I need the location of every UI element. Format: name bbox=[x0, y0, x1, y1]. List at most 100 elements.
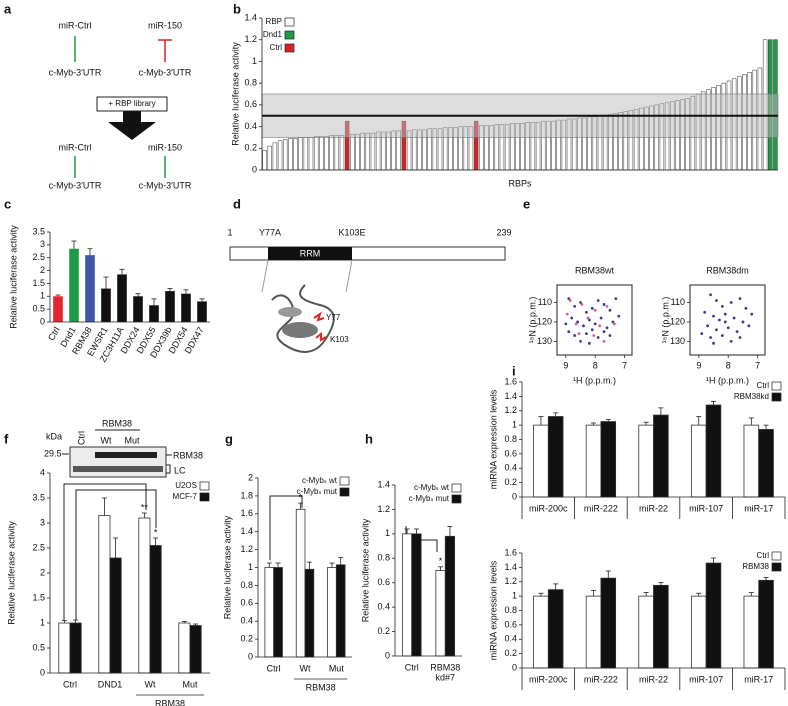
panel-label: e bbox=[523, 196, 530, 211]
bar bbox=[547, 589, 564, 669]
bar bbox=[653, 584, 669, 669]
peak bbox=[709, 336, 712, 339]
y-tick-label: 0.6 bbox=[240, 598, 253, 608]
bar bbox=[133, 296, 143, 322]
peak bbox=[608, 334, 612, 337]
y-tick-label: 1.2 bbox=[377, 504, 390, 514]
target-label: c-Myb-3′UTR bbox=[139, 67, 192, 77]
unit-label: kDa bbox=[46, 431, 62, 441]
bar bbox=[365, 132, 370, 171]
peak bbox=[585, 310, 588, 314]
y-tick-label: 1.5 bbox=[32, 592, 45, 602]
y-tick-label: 1.2 bbox=[244, 34, 257, 44]
bar bbox=[600, 421, 617, 498]
y-tick-label: 0.4 bbox=[377, 602, 390, 612]
x-tick-label: miR-200c bbox=[529, 503, 568, 513]
peak bbox=[700, 332, 704, 336]
peak bbox=[720, 334, 724, 337]
legend-label: MCF-7 bbox=[173, 492, 198, 501]
x-tick-label: DND1 bbox=[98, 679, 123, 689]
chart-title: RBM38wt bbox=[575, 265, 615, 275]
y-tick-label: 0.4 bbox=[504, 634, 517, 644]
sheet bbox=[278, 307, 302, 317]
bar bbox=[638, 595, 654, 669]
bar bbox=[293, 138, 298, 171]
legend-swatch bbox=[771, 381, 782, 391]
x-tick-label: kd#7 bbox=[435, 672, 455, 682]
peak bbox=[729, 339, 733, 343]
y-tick-label: 2 bbox=[40, 265, 45, 275]
zoom-line bbox=[261, 259, 269, 293]
peak bbox=[585, 332, 588, 336]
bar bbox=[653, 414, 669, 498]
blot bbox=[69, 446, 167, 478]
legend-swatch bbox=[771, 392, 782, 402]
peak bbox=[568, 299, 572, 302]
residue-end: 239 bbox=[496, 227, 511, 237]
peak bbox=[712, 314, 715, 318]
legend-label: c-Mybₛ mut bbox=[409, 494, 450, 503]
bar bbox=[308, 137, 314, 171]
bar bbox=[53, 296, 63, 322]
y-tick-label: 1 bbox=[512, 591, 517, 601]
residue-start: 1 bbox=[227, 227, 232, 237]
y-tick-label: 0.2 bbox=[377, 626, 390, 636]
panel-label: g bbox=[225, 431, 233, 446]
panel-label: d bbox=[233, 196, 241, 211]
bar bbox=[690, 424, 707, 498]
y-tick-label: 130 bbox=[670, 336, 685, 346]
y-tick-label: 1 bbox=[40, 291, 45, 301]
bar bbox=[370, 132, 376, 171]
x-tick-label: miR-107 bbox=[689, 503, 723, 513]
legend-label: c-Mybₛ wt bbox=[414, 483, 450, 492]
bar bbox=[334, 135, 340, 171]
y-axis-label: Relative luciferase activity bbox=[222, 515, 232, 619]
bar bbox=[101, 288, 111, 322]
bar bbox=[149, 545, 162, 674]
peak bbox=[605, 304, 609, 308]
y-tick-label: 0.2 bbox=[240, 633, 253, 643]
y-tick-label: 1.4 bbox=[244, 12, 257, 22]
y-tick-label: 0.6 bbox=[244, 99, 257, 109]
target-label: c-Myb-3′UTR bbox=[139, 180, 192, 190]
x-tick-label: Ctrl bbox=[267, 663, 281, 673]
y-tick-label: 2 bbox=[248, 472, 253, 482]
peak bbox=[596, 299, 600, 302]
peak bbox=[564, 322, 568, 326]
arrow-shaft bbox=[123, 111, 141, 123]
lane-label: Ctrl bbox=[76, 431, 86, 445]
y-tick-label: 0.8 bbox=[504, 434, 517, 444]
bar bbox=[109, 557, 122, 674]
x-tick-label: Ctrl bbox=[63, 679, 77, 689]
x-tick-label: miR-222 bbox=[584, 674, 618, 684]
legend-label: U2OS bbox=[175, 481, 197, 490]
y-axis-label: Relative luciferase activity bbox=[6, 521, 16, 625]
y-axis-label: Relative luciferase activity bbox=[8, 225, 18, 329]
peak bbox=[744, 306, 748, 310]
bar bbox=[339, 135, 345, 171]
bar bbox=[758, 579, 774, 669]
y-tick-label: 0.2 bbox=[504, 477, 517, 487]
peak bbox=[715, 299, 718, 302]
peak bbox=[577, 332, 581, 336]
y-tick-label: 1.6 bbox=[504, 547, 517, 557]
x-axis-label: ¹H (p.p.m.) bbox=[706, 375, 749, 385]
x-tick-label: RBM38 bbox=[430, 662, 460, 672]
x-tick-label: Mut bbox=[182, 679, 198, 689]
bar bbox=[435, 570, 446, 657]
step-box bbox=[96, 96, 168, 112]
bar bbox=[350, 133, 355, 171]
domain-label: RRM bbox=[300, 248, 321, 258]
panel-label: h bbox=[365, 431, 373, 446]
legend-swatch bbox=[451, 494, 462, 504]
mutation-label: K103E bbox=[338, 227, 365, 237]
y-tick-label: 110 bbox=[671, 297, 685, 307]
bar bbox=[262, 150, 267, 171]
y-axis-label: Relative luciferase activity bbox=[360, 518, 370, 622]
y-tick-label: 0.8 bbox=[377, 553, 390, 563]
peak bbox=[586, 316, 590, 320]
legend-swatch bbox=[199, 492, 210, 502]
mirna-label: miR-150 bbox=[148, 20, 182, 30]
y-tick-label: 130 bbox=[537, 336, 552, 346]
peak bbox=[611, 320, 615, 324]
